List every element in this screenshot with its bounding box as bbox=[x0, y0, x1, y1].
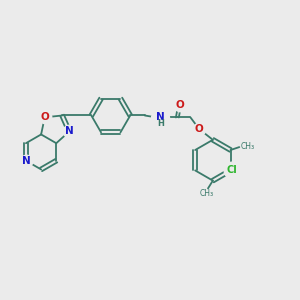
Text: N: N bbox=[156, 112, 165, 122]
Text: O: O bbox=[176, 100, 184, 110]
Text: Cl: Cl bbox=[226, 165, 237, 176]
Text: CH₃: CH₃ bbox=[200, 189, 214, 198]
Text: O: O bbox=[195, 124, 204, 134]
Text: H: H bbox=[157, 119, 164, 128]
Text: N: N bbox=[22, 156, 30, 166]
Text: CH₃: CH₃ bbox=[240, 142, 254, 151]
Text: O: O bbox=[40, 112, 49, 122]
Text: N: N bbox=[65, 127, 74, 136]
